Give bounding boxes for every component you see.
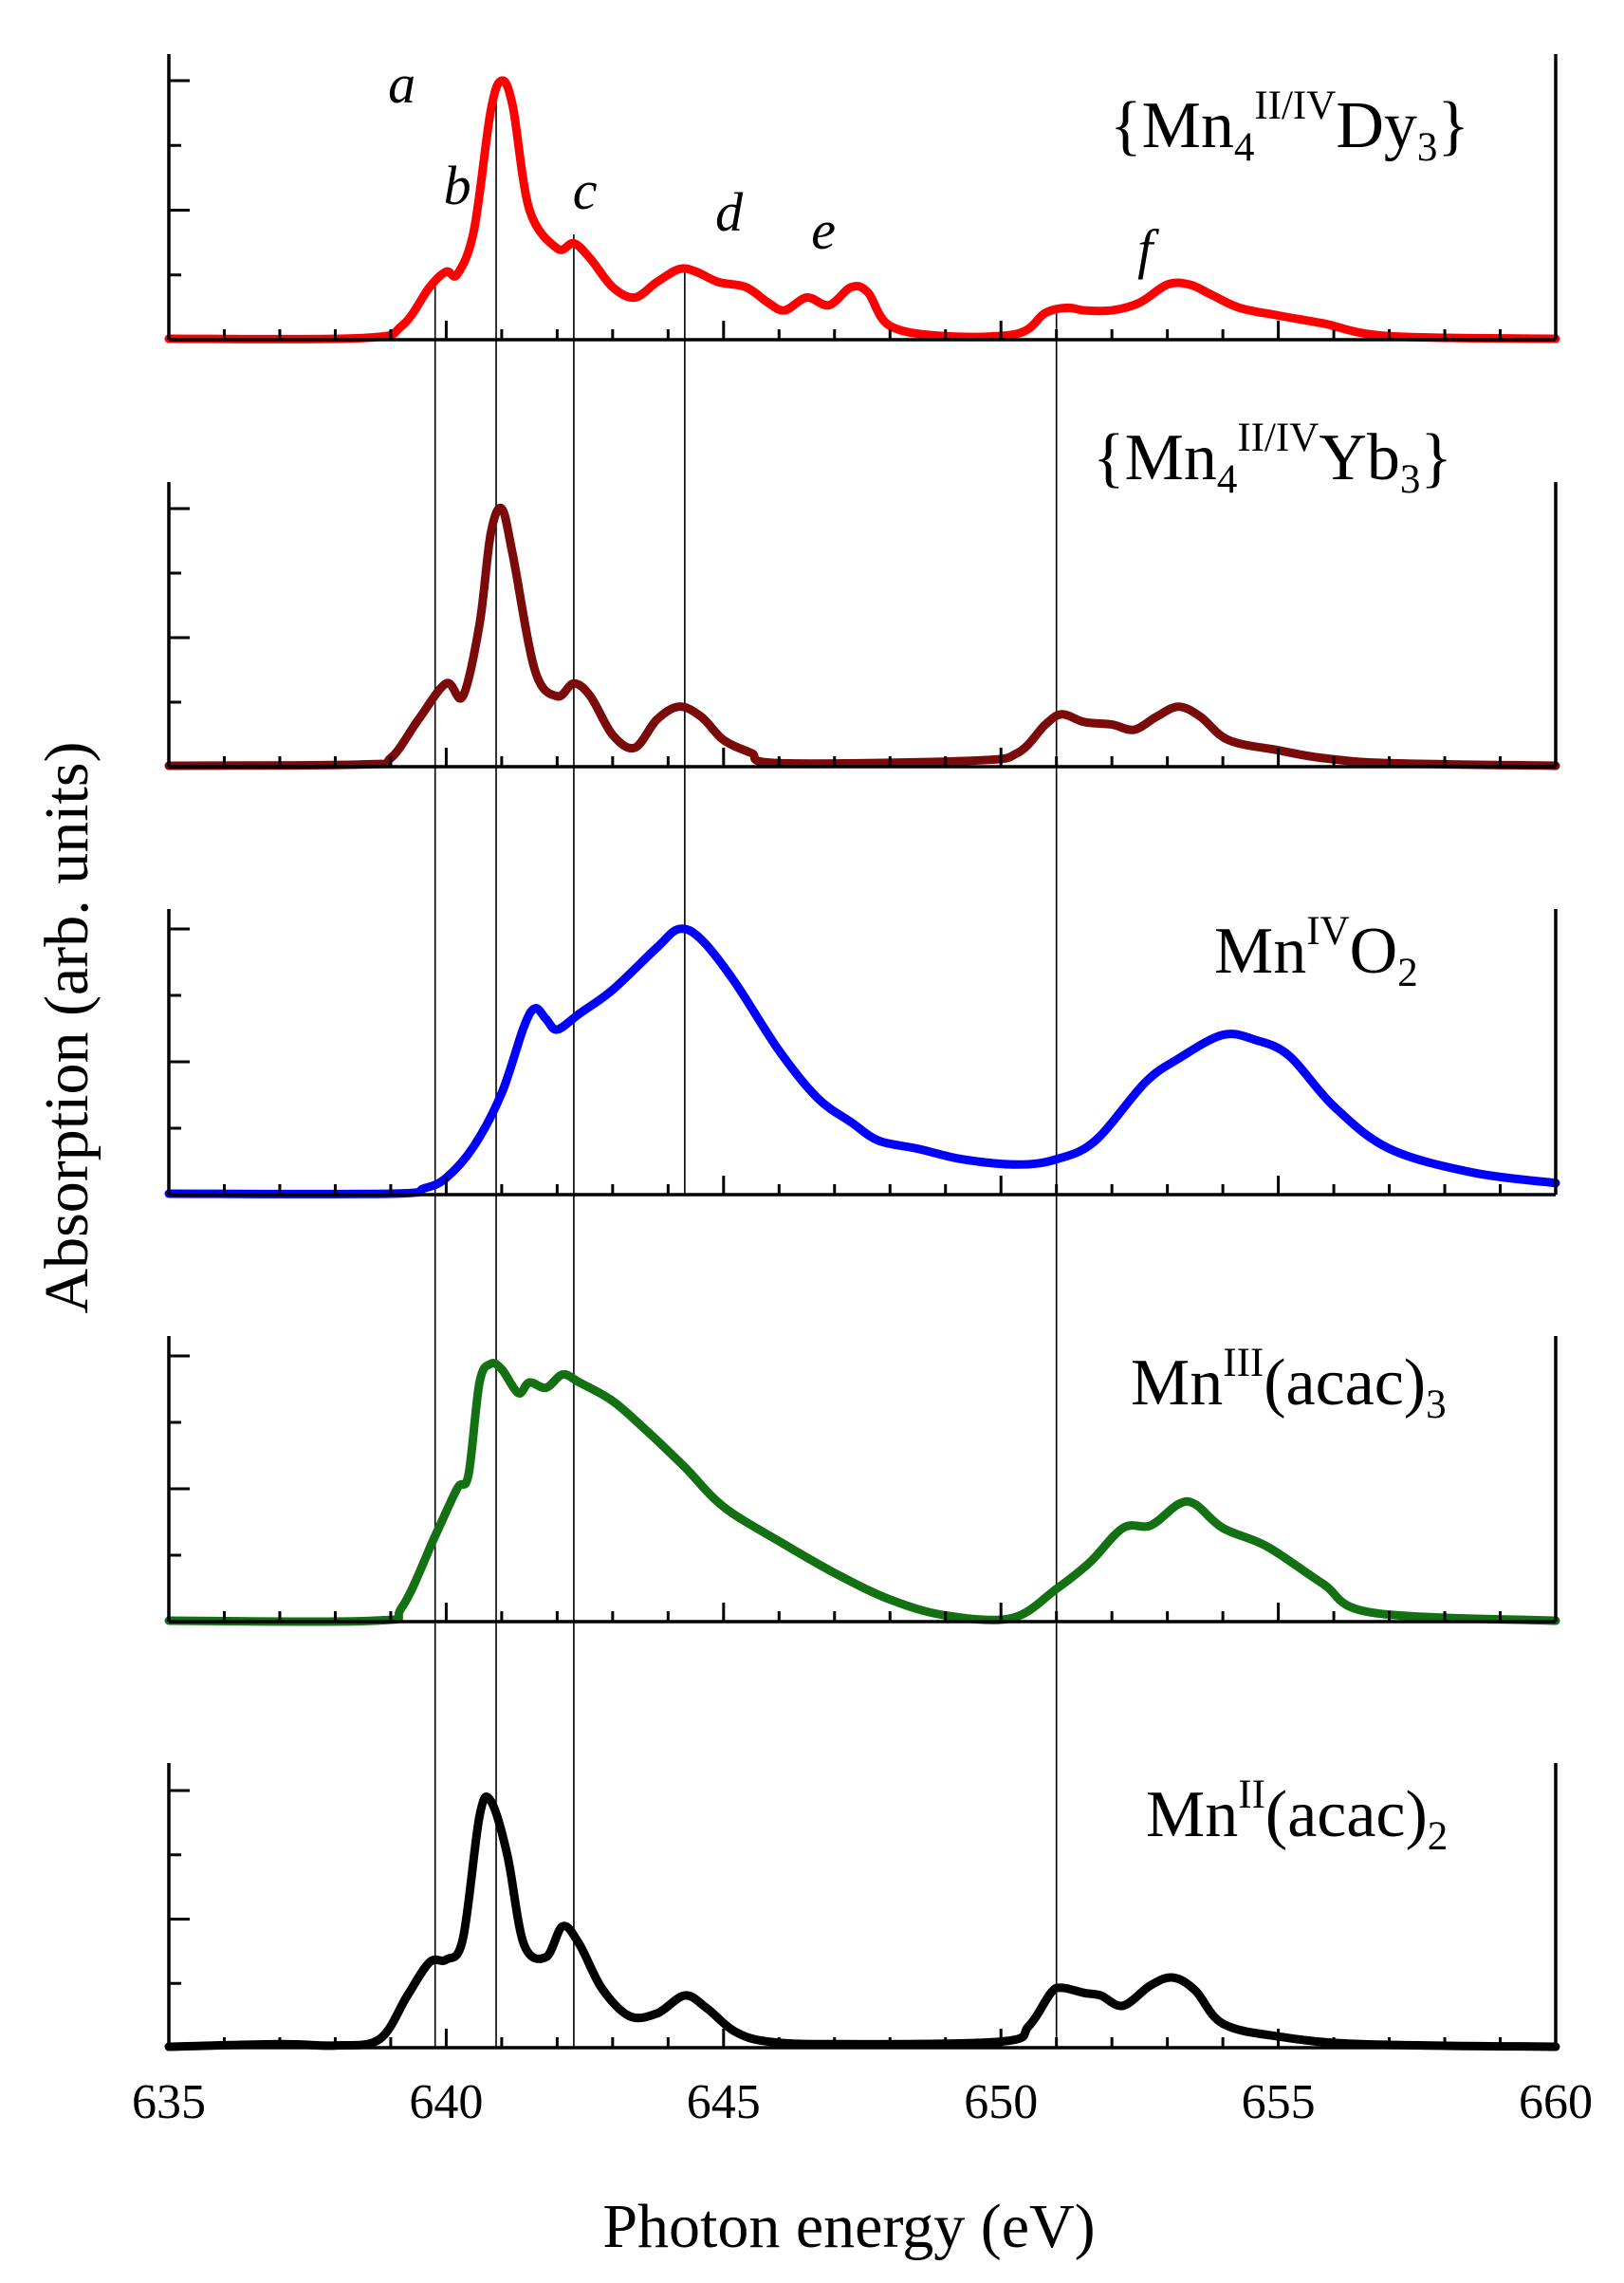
x-axis: 635 640 645 650 655 660 bbox=[132, 2075, 1593, 2129]
series-labels: {Mn4II/IVDy3} {Mn4II/IVYb3} MnIVO2 MnIII(ac… bbox=[1093, 84, 1469, 1859]
x-axis-label: Photon energy (eV) bbox=[602, 2192, 1095, 2261]
peak-label-a: a bbox=[388, 53, 415, 115]
x-tick-label: 640 bbox=[409, 2075, 483, 2129]
series-label-5: MnII(acac)2 bbox=[1146, 1773, 1448, 1859]
peak-label-f: f bbox=[1137, 218, 1159, 280]
peak-label-e: e bbox=[811, 199, 836, 261]
reference-lines bbox=[434, 85, 1058, 2048]
panel-frames bbox=[167, 54, 1558, 2050]
x-tick-label: 645 bbox=[687, 2075, 761, 2129]
x-tick-label: 650 bbox=[964, 2075, 1038, 2129]
peak-label-c: c bbox=[573, 159, 598, 221]
x-tick-label: 660 bbox=[1519, 2075, 1593, 2129]
series-label-4: MnIII(acac)3 bbox=[1131, 1341, 1447, 1427]
series-label-1: {Mn4II/IVDy3} bbox=[1110, 84, 1469, 170]
series-label-3: MnIVO2 bbox=[1214, 909, 1418, 995]
series-line-1 bbox=[164, 76, 1560, 343]
spectra-curves bbox=[164, 76, 1560, 2051]
peak-label-d: d bbox=[715, 181, 744, 243]
series-line-3 bbox=[164, 924, 1560, 1198]
peak-labels: ab c d e f bbox=[388, 53, 1159, 280]
series-line-5 bbox=[164, 1792, 1560, 2051]
x-tick-label: 655 bbox=[1242, 2075, 1316, 2129]
series-line-4 bbox=[164, 1359, 1560, 1626]
x-tick-label: 635 bbox=[132, 2075, 206, 2129]
series-line-2 bbox=[164, 503, 1560, 770]
series-label-2: {Mn4II/IVYb3} bbox=[1093, 416, 1452, 502]
y-axis-label: Absorption (arb. units) bbox=[32, 741, 102, 1313]
peak-label-b: b bbox=[444, 155, 471, 216]
